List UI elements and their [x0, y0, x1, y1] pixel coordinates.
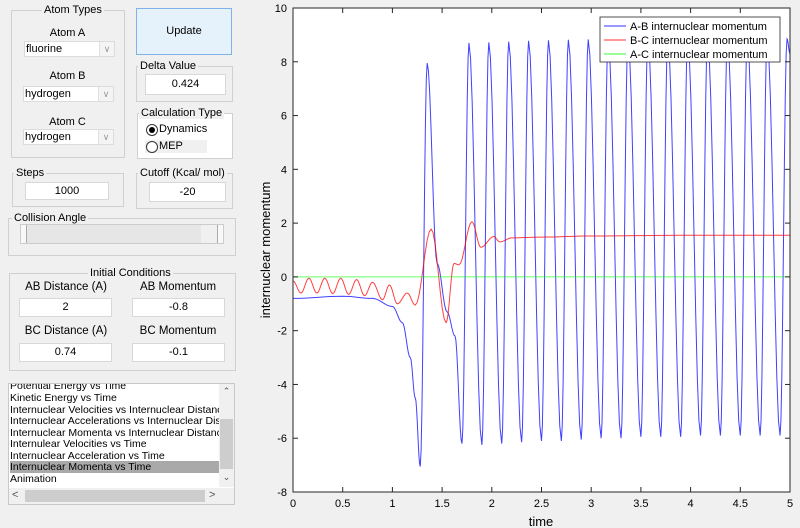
delta-value-input[interactable]: 0.424	[145, 74, 226, 95]
legend-box	[599, 16, 781, 63]
horizontal-scrollbar[interactable]: < >	[9, 488, 234, 504]
bc-momentum-label: BC Momentum	[139, 325, 217, 337]
steps-panel: Steps	[12, 167, 124, 207]
y-tick-label: 6	[281, 111, 287, 123]
scroll-up-icon[interactable]: ⌃	[222, 386, 231, 396]
y-tick-label: -6	[277, 433, 287, 445]
x-tick-label: 3.5	[633, 498, 648, 510]
x-tick-label: 4.5	[733, 498, 748, 510]
atom-a-label: Atom A	[49, 27, 86, 39]
initial-conditions-title: Initial Conditions	[88, 267, 173, 279]
slider-left-arrow[interactable]	[21, 225, 27, 243]
horizontal-scroll-thumb[interactable]	[25, 490, 205, 502]
atom-c-label: Atom C	[49, 116, 86, 128]
atom-types-title: Atom Types	[42, 4, 104, 16]
legend: A-B internuclear momentum B-C internuclea…	[599, 16, 781, 63]
x-tick-label: 1	[389, 498, 395, 510]
cutoff-panel: Cutoff (Kcal/ mol)	[136, 167, 233, 209]
atom-b-value: hydrogen	[25, 88, 71, 100]
legend-entry: A-B internuclear momentum	[630, 21, 767, 33]
legend-entry: A-C internuclear momentum	[630, 49, 768, 61]
list-item[interactable]: Potential Energy vs Time	[10, 383, 127, 392]
steps-input[interactable]: 1000	[25, 182, 109, 200]
plot-background	[293, 8, 790, 492]
list-item-selected[interactable]: Internuclear Momenta vs Time	[10, 461, 220, 473]
atom-a-select[interactable]: fluorine ∨	[24, 41, 115, 57]
vertical-scrollbar[interactable]: ⌃ ⌄	[219, 384, 234, 487]
y-tick-label: -4	[277, 379, 287, 391]
y-tick-label: 4	[281, 164, 287, 176]
list-item[interactable]: Internuclear Accelerations vs Internucle…	[10, 415, 220, 427]
steps-title: Steps	[14, 167, 47, 179]
list-item[interactable]: Internuclear Momenta vs Internuclear Dis…	[10, 427, 220, 439]
scroll-down-icon[interactable]: ⌄	[222, 472, 231, 482]
list-item[interactable]: Animation	[10, 473, 57, 485]
dynamics-radio[interactable]	[146, 124, 158, 136]
atom-b-label: Atom B	[49, 70, 86, 82]
mep-label[interactable]: MEP	[159, 140, 183, 152]
x-tick-label: 1.5	[434, 498, 449, 510]
cutoff-title: Cutoff (Kcal/ mol)	[138, 167, 227, 179]
ab-distance-input[interactable]: 2	[19, 298, 112, 317]
y-tick-label: 0	[281, 272, 287, 284]
bc-momentum-input[interactable]: -0.1	[132, 343, 225, 362]
delta-value-panel: Delta Value	[136, 60, 233, 102]
y-tick-label: 10	[275, 3, 287, 15]
y-tick-label: -2	[277, 326, 287, 338]
x-tick-label: 5	[787, 498, 793, 510]
vertical-scroll-thumb[interactable]	[220, 419, 233, 469]
y-tick-label: 2	[281, 218, 287, 230]
slider-right-arrow[interactable]	[217, 225, 223, 243]
cutoff-input[interactable]: -20	[149, 182, 226, 202]
atom-types-panel: Atom Types	[11, 4, 125, 158]
list-item[interactable]: Internulear Velocities vs Time	[10, 438, 147, 450]
bc-distance-input[interactable]: 0.74	[19, 343, 112, 362]
atom-c-value: hydrogen	[25, 131, 71, 143]
bc-distance-label: BC Distance (A)	[24, 325, 108, 337]
ab-momentum-label: AB Momentum	[139, 281, 217, 293]
x-tick-label: 4	[688, 498, 694, 510]
delta-value-title: Delta Value	[138, 60, 199, 72]
list-item[interactable]: Internuclear Velocities vs Internuclear …	[10, 404, 220, 416]
calculation-type-title: Calculation Type	[139, 107, 225, 119]
dynamics-label[interactable]: Dynamics	[159, 123, 208, 135]
x-tick-label: 0	[290, 498, 296, 510]
x-tick-label: 2.5	[534, 498, 549, 510]
plot-type-listbox[interactable]: Potential Energy vs Time Kinetic Energy …	[8, 383, 235, 505]
collision-angle-title: Collision Angle	[12, 212, 89, 224]
series-line-1	[292, 37, 791, 467]
ab-momentum-input[interactable]: -0.8	[132, 298, 225, 317]
series-line-2	[292, 221, 790, 324]
scroll-right-icon[interactable]: >	[209, 489, 216, 501]
scroll-left-icon[interactable]: <	[12, 489, 19, 501]
atom-c-select[interactable]: hydrogen ∨	[23, 129, 114, 145]
initial-conditions-panel: Initial Conditions	[9, 267, 236, 371]
x-tick-label: 3	[588, 498, 594, 510]
atom-b-select[interactable]: hydrogen ∨	[23, 86, 114, 102]
x-tick-label: 2	[489, 498, 495, 510]
y-tick-label: 8	[281, 57, 287, 69]
list-item[interactable]: Internuclear Acceleration vs Time	[10, 450, 165, 462]
atom-a-value: fluorine	[26, 43, 63, 55]
chevron-down-icon: ∨	[98, 130, 113, 144]
collision-angle-slider[interactable]	[20, 224, 224, 244]
ab-distance-label: AB Distance (A)	[25, 281, 107, 293]
mep-radio[interactable]	[146, 141, 158, 153]
slider-thumb[interactable]	[201, 225, 219, 243]
legend-entry: B-C internuclear momentum	[630, 35, 768, 47]
y-axis-label: internuclear momentum	[258, 182, 273, 319]
mep-option-bg	[145, 140, 207, 153]
update-button[interactable]: Update	[136, 8, 232, 55]
list-item[interactable]: Kinetic Energy vs Time	[10, 392, 117, 404]
x-axis-label: time	[529, 514, 554, 528]
chevron-down-icon: ∨	[99, 42, 114, 56]
y-tick-label: -8	[277, 487, 287, 499]
collision-angle-panel: Collision Angle	[8, 212, 236, 256]
chevron-down-icon: ∨	[98, 87, 113, 101]
x-tick-label: 0.5	[335, 498, 350, 510]
